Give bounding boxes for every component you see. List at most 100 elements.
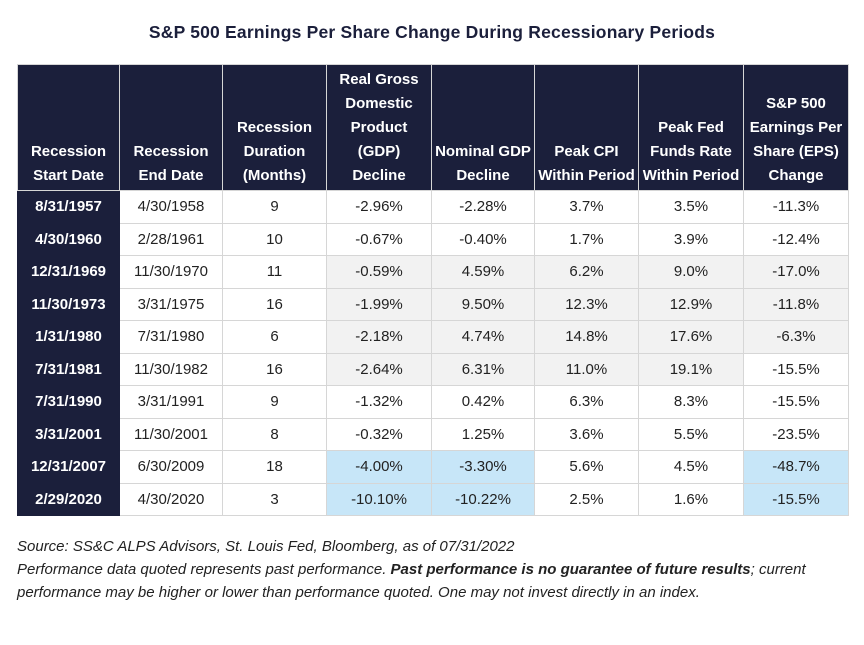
table-cell: -2.64% (326, 352, 432, 386)
table-cell: -6.3% (743, 320, 849, 354)
table-cell: -2.18% (326, 320, 432, 354)
recession-start-cell: 1/31/1980 (17, 320, 120, 354)
disclaimer-bold: Past performance is no guarantee of futu… (390, 561, 751, 578)
table-cell: 9.0% (638, 255, 744, 289)
table-cell: -0.67% (326, 222, 432, 256)
table-header-row: Recession Start Date Recession End Date Re… (17, 64, 849, 191)
table-cell: 1.25% (431, 417, 535, 451)
table-cell: 16 (222, 287, 327, 321)
table-cell: -0.40% (431, 222, 535, 256)
recession-start-cell: 12/31/2007 (17, 450, 120, 484)
table-cell: 11/30/2001 (119, 417, 223, 451)
disclaimer-rest: ; current performance may be higher or l… (17, 561, 806, 601)
table-cell: 11/30/1970 (119, 255, 223, 289)
table-cell: -2.96% (326, 190, 432, 224)
footnotes: Source: SS&C ALPS Advisors, St. Louis Fe… (17, 535, 852, 604)
recession-start-cell: 11/30/1973 (17, 287, 120, 321)
table-body: 8/31/1957 4/30/1958 9 -2.96% -2.28% 3.7% 3.5% -… (17, 190, 849, 516)
table-cell: 4/30/1958 (119, 190, 223, 224)
table-cell: 19.1% (638, 352, 744, 386)
table-cell: -10.10% (326, 482, 432, 516)
table-cell: 6.31% (431, 352, 535, 386)
table-cell: 1.6% (638, 482, 744, 516)
table-cell: 8.3% (638, 385, 744, 419)
table-cell: -23.5% (743, 417, 849, 451)
table-cell: 12.3% (534, 287, 639, 321)
table-cell: 3 (222, 482, 327, 516)
column-header: Nominal GDP Decline (431, 64, 535, 191)
table-cell: 14.8% (534, 320, 639, 354)
chart-title: S&P 500 Earnings Per Share Change During… (148, 22, 716, 42)
table-cell: 18 (222, 450, 327, 484)
table-cell: 6.2% (534, 255, 639, 289)
recession-start-cell: 2/29/2020 (17, 482, 120, 516)
table-cell: 3.6% (534, 417, 639, 451)
table-row: 7/31/1990 3/31/1991 9 -1.32% 0.42% 6.3% 8.3% -1… (17, 385, 849, 419)
table-cell: 3.9% (638, 222, 744, 256)
table-cell: -4.00% (326, 450, 432, 484)
column-header: Recession End Date (119, 64, 223, 191)
disclaimer-text: Performance data quoted represents past … (17, 561, 391, 578)
recession-start-cell: 4/30/1960 (17, 222, 120, 256)
table-cell: 6/30/2009 (119, 450, 223, 484)
table-cell: 5.6% (534, 450, 639, 484)
table-cell: 11 (222, 255, 327, 289)
recession-table: Recession Start Date Recession End Date Re… (17, 64, 849, 516)
table-cell: 4.59% (431, 255, 535, 289)
table-row: 3/31/2001 11/30/2001 8 -0.32% 1.25% 3.6% 5.5% -… (17, 417, 849, 451)
table-cell: -15.5% (743, 385, 849, 419)
recession-start-cell: 12/31/1969 (17, 255, 120, 289)
table-cell: 2.5% (534, 482, 639, 516)
table-row: 4/30/1960 2/28/1961 10 -0.67% -0.40% 1.7% 3.9%… (17, 222, 849, 256)
table-cell: 9.50% (431, 287, 535, 321)
recession-start-cell: 7/31/1981 (17, 352, 120, 386)
table-cell: 0.42% (431, 385, 535, 419)
column-header: Peak Fed Funds Rate Within Period (638, 64, 744, 191)
table-cell: -1.99% (326, 287, 432, 321)
table-cell: 2/28/1961 (119, 222, 223, 256)
table-row: 2/29/2020 4/30/2020 3 -10.10% -10.22% 2.5% 1.6… (17, 482, 849, 516)
performance-disclaimer: Performance data quoted represents past … (17, 558, 852, 604)
table-cell: -15.5% (743, 482, 849, 516)
recession-start-cell: 3/31/2001 (17, 417, 120, 451)
table-cell: 6.3% (534, 385, 639, 419)
table-cell: -12.4% (743, 222, 849, 256)
table-cell: -0.59% (326, 255, 432, 289)
recession-start-cell: 8/31/1957 (17, 190, 120, 224)
table-cell: 12.9% (638, 287, 744, 321)
table-cell: 1.7% (534, 222, 639, 256)
column-header: Recession Duration (Months) (222, 64, 327, 191)
table-cell: 7/31/1980 (119, 320, 223, 354)
table-row: 8/31/1957 4/30/1958 9 -2.96% -2.28% 3.7% 3.5% -… (17, 190, 849, 224)
column-header: Real Gross Domestic Product (GDP) Declin… (326, 64, 432, 191)
source-note: Source: SS&C ALPS Advisors, St. Louis Fe… (17, 538, 515, 555)
table-cell: -15.5% (743, 352, 849, 386)
table-cell: 17.6% (638, 320, 744, 354)
table-cell: -0.32% (326, 417, 432, 451)
table-cell: 3.7% (534, 190, 639, 224)
table-cell: 3.5% (638, 190, 744, 224)
column-header: Peak CPI Within Period (534, 64, 639, 191)
table-cell: 4.74% (431, 320, 535, 354)
table-row: 12/31/2007 6/30/2009 18 -4.00% -3.30% 5.6% 4.5… (17, 450, 849, 484)
table-cell: 9 (222, 190, 327, 224)
table-cell: 16 (222, 352, 327, 386)
table-row: 1/31/1980 7/31/1980 6 -2.18% 4.74% 14.8% 17.6%… (17, 320, 849, 354)
table-cell: -1.32% (326, 385, 432, 419)
column-header: S&P 500 Earnings Per Share (EPS) Change (743, 64, 849, 191)
table-cell: 4.5% (638, 450, 744, 484)
table-row: 7/31/1981 11/30/1982 16 -2.64% 6.31% 11.0% 19.… (17, 352, 849, 386)
table-cell: 3/31/1975 (119, 287, 223, 321)
table-cell: 4/30/2020 (119, 482, 223, 516)
table-cell: -3.30% (431, 450, 535, 484)
table-cell: 11/30/1982 (119, 352, 223, 386)
column-header: Recession Start Date (17, 64, 120, 191)
table-cell: 6 (222, 320, 327, 354)
table-cell: -11.8% (743, 287, 849, 321)
table-cell: -11.3% (743, 190, 849, 224)
recession-start-cell: 7/31/1990 (17, 385, 120, 419)
table-row: 11/30/1973 3/31/1975 16 -1.99% 9.50% 12.3% 12.… (17, 287, 849, 321)
table-cell: -2.28% (431, 190, 535, 224)
table-cell: 3/31/1991 (119, 385, 223, 419)
table-cell: 5.5% (638, 417, 744, 451)
